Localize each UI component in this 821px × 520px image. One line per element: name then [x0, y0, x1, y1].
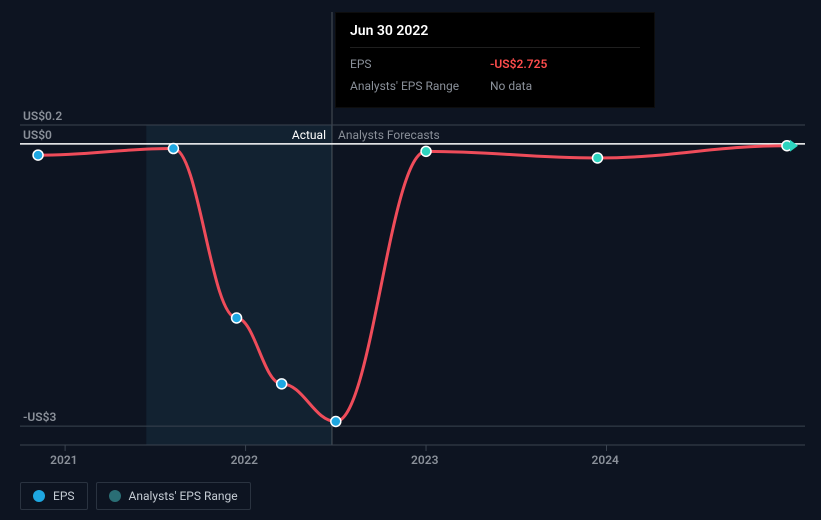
- legend-label: Analysts' EPS Range: [129, 489, 238, 503]
- y-tick-label: US$0: [23, 128, 52, 142]
- y-tick-label: -US$3: [23, 410, 56, 424]
- tooltip-row-value: -US$2.725: [490, 54, 547, 76]
- legend-item[interactable]: Analysts' EPS Range: [96, 482, 251, 510]
- x-tick-label: 2021: [50, 453, 77, 467]
- legend-label: EPS: [53, 489, 75, 503]
- x-tick-label: 2024: [591, 453, 618, 467]
- tooltip-row-value: No data: [490, 76, 532, 98]
- legend-swatch: [109, 490, 121, 502]
- tooltip-date: Jun 30 2022: [350, 23, 640, 48]
- legend: EPS Analysts' EPS Range: [20, 482, 251, 510]
- eps-chart: US$0.2US$0-US$3 2021202220232024 Actual …: [0, 0, 821, 520]
- x-tick-label: 2023: [411, 453, 438, 467]
- legend-item[interactable]: EPS: [20, 482, 88, 510]
- y-tick-label: US$0.2: [23, 109, 62, 123]
- region-label-forecast: Analysts Forecasts: [338, 128, 440, 142]
- region-label-actual: Actual: [292, 128, 326, 142]
- tooltip: Jun 30 2022 EPS-US$2.725Analysts' EPS Ra…: [335, 12, 655, 108]
- legend-swatch: [33, 490, 45, 502]
- tooltip-row: EPS-US$2.725: [350, 54, 640, 76]
- tooltip-row-label: EPS: [350, 54, 490, 76]
- x-tick-label: 2022: [231, 453, 258, 467]
- tooltip-row-label: Analysts' EPS Range: [350, 76, 490, 98]
- tooltip-row: Analysts' EPS RangeNo data: [350, 76, 640, 98]
